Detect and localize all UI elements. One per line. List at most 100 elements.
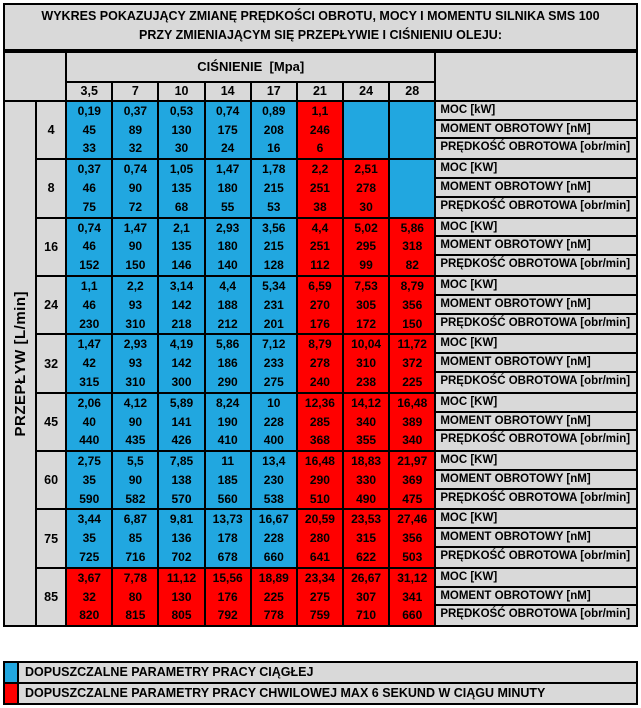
speed-value: 820: [79, 608, 100, 623]
speed-value: 201: [263, 316, 284, 331]
data-cell: 0,74 90 72: [111, 158, 160, 219]
flow-group-row: 75 3,44 35 725 6,87 85 716 9,81 136 702 13,73 178 67…: [4, 508, 638, 569]
data-cell: 4,19 142 300: [157, 333, 206, 394]
speed-value: [390, 139, 434, 158]
flow-value: 60: [35, 450, 68, 511]
speed-value: 68: [174, 199, 189, 214]
data-cell: 4,4 251 112: [295, 216, 345, 277]
metric-labels-cell: MOC [KW] MOMENT OBROTOWY [nM] PRĘDKOŚĆ OBR…: [434, 216, 638, 277]
power-value: 7,53: [354, 278, 378, 293]
pressure-values-row: 3,5 7 10 14 17 21 24 28: [4, 80, 637, 102]
torque-value: 275: [309, 589, 330, 604]
power-value: 11,72: [397, 337, 427, 352]
data-cell: 1,78 215 53: [249, 158, 298, 219]
data-cell: 3,14 142 218: [157, 274, 206, 336]
data-cell: 2,51 278 30: [342, 158, 391, 219]
data-cell: 2,2 93 310: [111, 274, 160, 336]
speed-value: 340: [402, 433, 423, 448]
power-value: 8,79: [308, 337, 332, 352]
flow-group-row: 60 2,75 35 590 5,5 90 582 7,85 138 570 11 185 560 13,…: [4, 450, 638, 511]
torque-value: 130: [171, 589, 192, 604]
power-value: 14,12: [351, 395, 382, 410]
torque-value: 341: [402, 589, 423, 604]
data-cell: 7,85 138 570: [157, 450, 206, 511]
pressure-value: 3,5: [65, 80, 114, 102]
power-value: 1,47: [215, 162, 240, 177]
data-cell: 7,12 233 275: [249, 333, 298, 394]
torque-value: 318: [402, 239, 423, 254]
power-label: MOC [KW]: [436, 452, 636, 471]
speed-value: 435: [125, 433, 146, 448]
torque-value: 142: [171, 297, 192, 312]
torque-value: 90: [128, 414, 143, 429]
torque-value: 45: [82, 122, 96, 137]
power-value: 1,1: [311, 103, 329, 118]
power-value: 13,73: [212, 512, 243, 527]
metric-labels-cell: MOC [KW] MOMENT OBROTOWY [nM] PRĘDKOŚĆ OBR…: [434, 508, 638, 569]
torque-value: 85: [128, 531, 143, 546]
speed-value: 112: [310, 258, 330, 273]
torque-label: MOMENT OBROTOWY [nM]: [436, 237, 636, 257]
torque-value: 46: [82, 297, 96, 312]
torque-value: 90: [128, 180, 143, 195]
data-cell: 16,67 228 660: [249, 508, 298, 569]
speed-value: 53: [267, 199, 281, 214]
power-value: 18,89: [258, 570, 289, 585]
data-cell: [342, 99, 391, 161]
speed-value: 30: [359, 199, 373, 214]
power-value: 21,97: [397, 454, 428, 469]
torque-value: 230: [263, 472, 284, 487]
torque-value: 141: [171, 414, 192, 429]
metric-labels-cell: MOC [KW] MOMENT OBROTOWY [nM] PRĘDKOŚĆ OBR…: [434, 566, 638, 628]
speed-value: 702: [171, 550, 192, 565]
legend-label: DOPUSZCZALNE PARAMETRY PRACY CIĄGŁEJ: [19, 663, 636, 683]
data-cell: 5,86 186 290: [203, 333, 252, 394]
torque-value: 40: [82, 414, 96, 429]
power-label: MOC [KW]: [436, 160, 636, 179]
data-cell: 2,1 135 146: [157, 216, 206, 277]
speed-value: 32: [128, 141, 143, 156]
data-cell: 5,86 318 82: [388, 216, 437, 277]
speed-value: 710: [356, 608, 377, 623]
torque-value: 186: [217, 356, 238, 371]
metric-labels-cell: MOC [KW] MOMENT OBROTOWY [nM] PRĘDKOŚĆ OBR…: [434, 333, 638, 394]
data-cell: 0,53 130 30: [157, 99, 206, 161]
flow-group-row: 85 3,67 32 820 7,78 80 815 11,12 130 805 15,56 176 7…: [4, 566, 638, 628]
flow-value: 75: [35, 508, 68, 569]
data-cell: 13,4 230 538: [249, 450, 298, 511]
page-title: WYKRES POKAZUJĄCY ZMIANĘ PRĘDKOŚCI OBROT…: [3, 3, 638, 51]
data-cell: 1,05 135 68: [157, 158, 206, 219]
speed-label: PRĘDKOŚĆ OBROTOWA [obr/min]: [440, 316, 631, 329]
speed-value: 75: [82, 199, 96, 214]
power-value: 10,04: [351, 337, 382, 352]
data-cell: 13,73 178 678: [203, 508, 252, 569]
speed-label: PRĘDKOŚĆ OBROTOWA [obr/min]: [440, 491, 631, 504]
speed-value: 172: [356, 316, 377, 331]
flow-axis-label-cell: PRZEPŁYW [L/min]: [2, 99, 38, 628]
flow-value: 4: [35, 99, 68, 161]
torque-value: 46: [82, 239, 96, 254]
data-cell: 1,47 90 150: [111, 216, 160, 277]
power-value: 20,59: [304, 512, 335, 527]
power-value: 4,19: [169, 337, 194, 352]
metric-labels-cell: MOC [kW] MOMENT OBROTOWY [nM] PRĘDKOŚĆ OBR…: [434, 99, 638, 161]
power-value: 16,48: [304, 454, 335, 469]
legend-row: DOPUSZCZALNE PARAMETRY PRACY CHWILOWEJ M…: [3, 682, 638, 706]
torque-value: 315: [356, 531, 377, 546]
torque-value: 231: [263, 297, 284, 312]
torque-value: 180: [217, 239, 238, 254]
speed-value: 310: [125, 374, 146, 389]
data-cell: 2,2 251 38: [295, 158, 345, 219]
torque-label: MOMENT OBROTOWY [nM]: [436, 296, 636, 315]
power-value: 2,2: [311, 162, 329, 177]
power-value: 2,75: [77, 454, 101, 469]
data-cell: 10,04 310 238: [342, 333, 391, 394]
torque-value: 90: [128, 472, 143, 487]
speed-value: 792: [217, 608, 238, 623]
flow-value: 32: [35, 333, 68, 394]
speed-label: PRĘDKOŚĆ OBROTOWA [obr/min]: [440, 608, 631, 621]
speed-value: 660: [402, 608, 423, 623]
data-cell: 8,79 356 150: [388, 274, 437, 336]
power-value: 4,4: [311, 220, 329, 235]
data-cell: [388, 99, 437, 161]
